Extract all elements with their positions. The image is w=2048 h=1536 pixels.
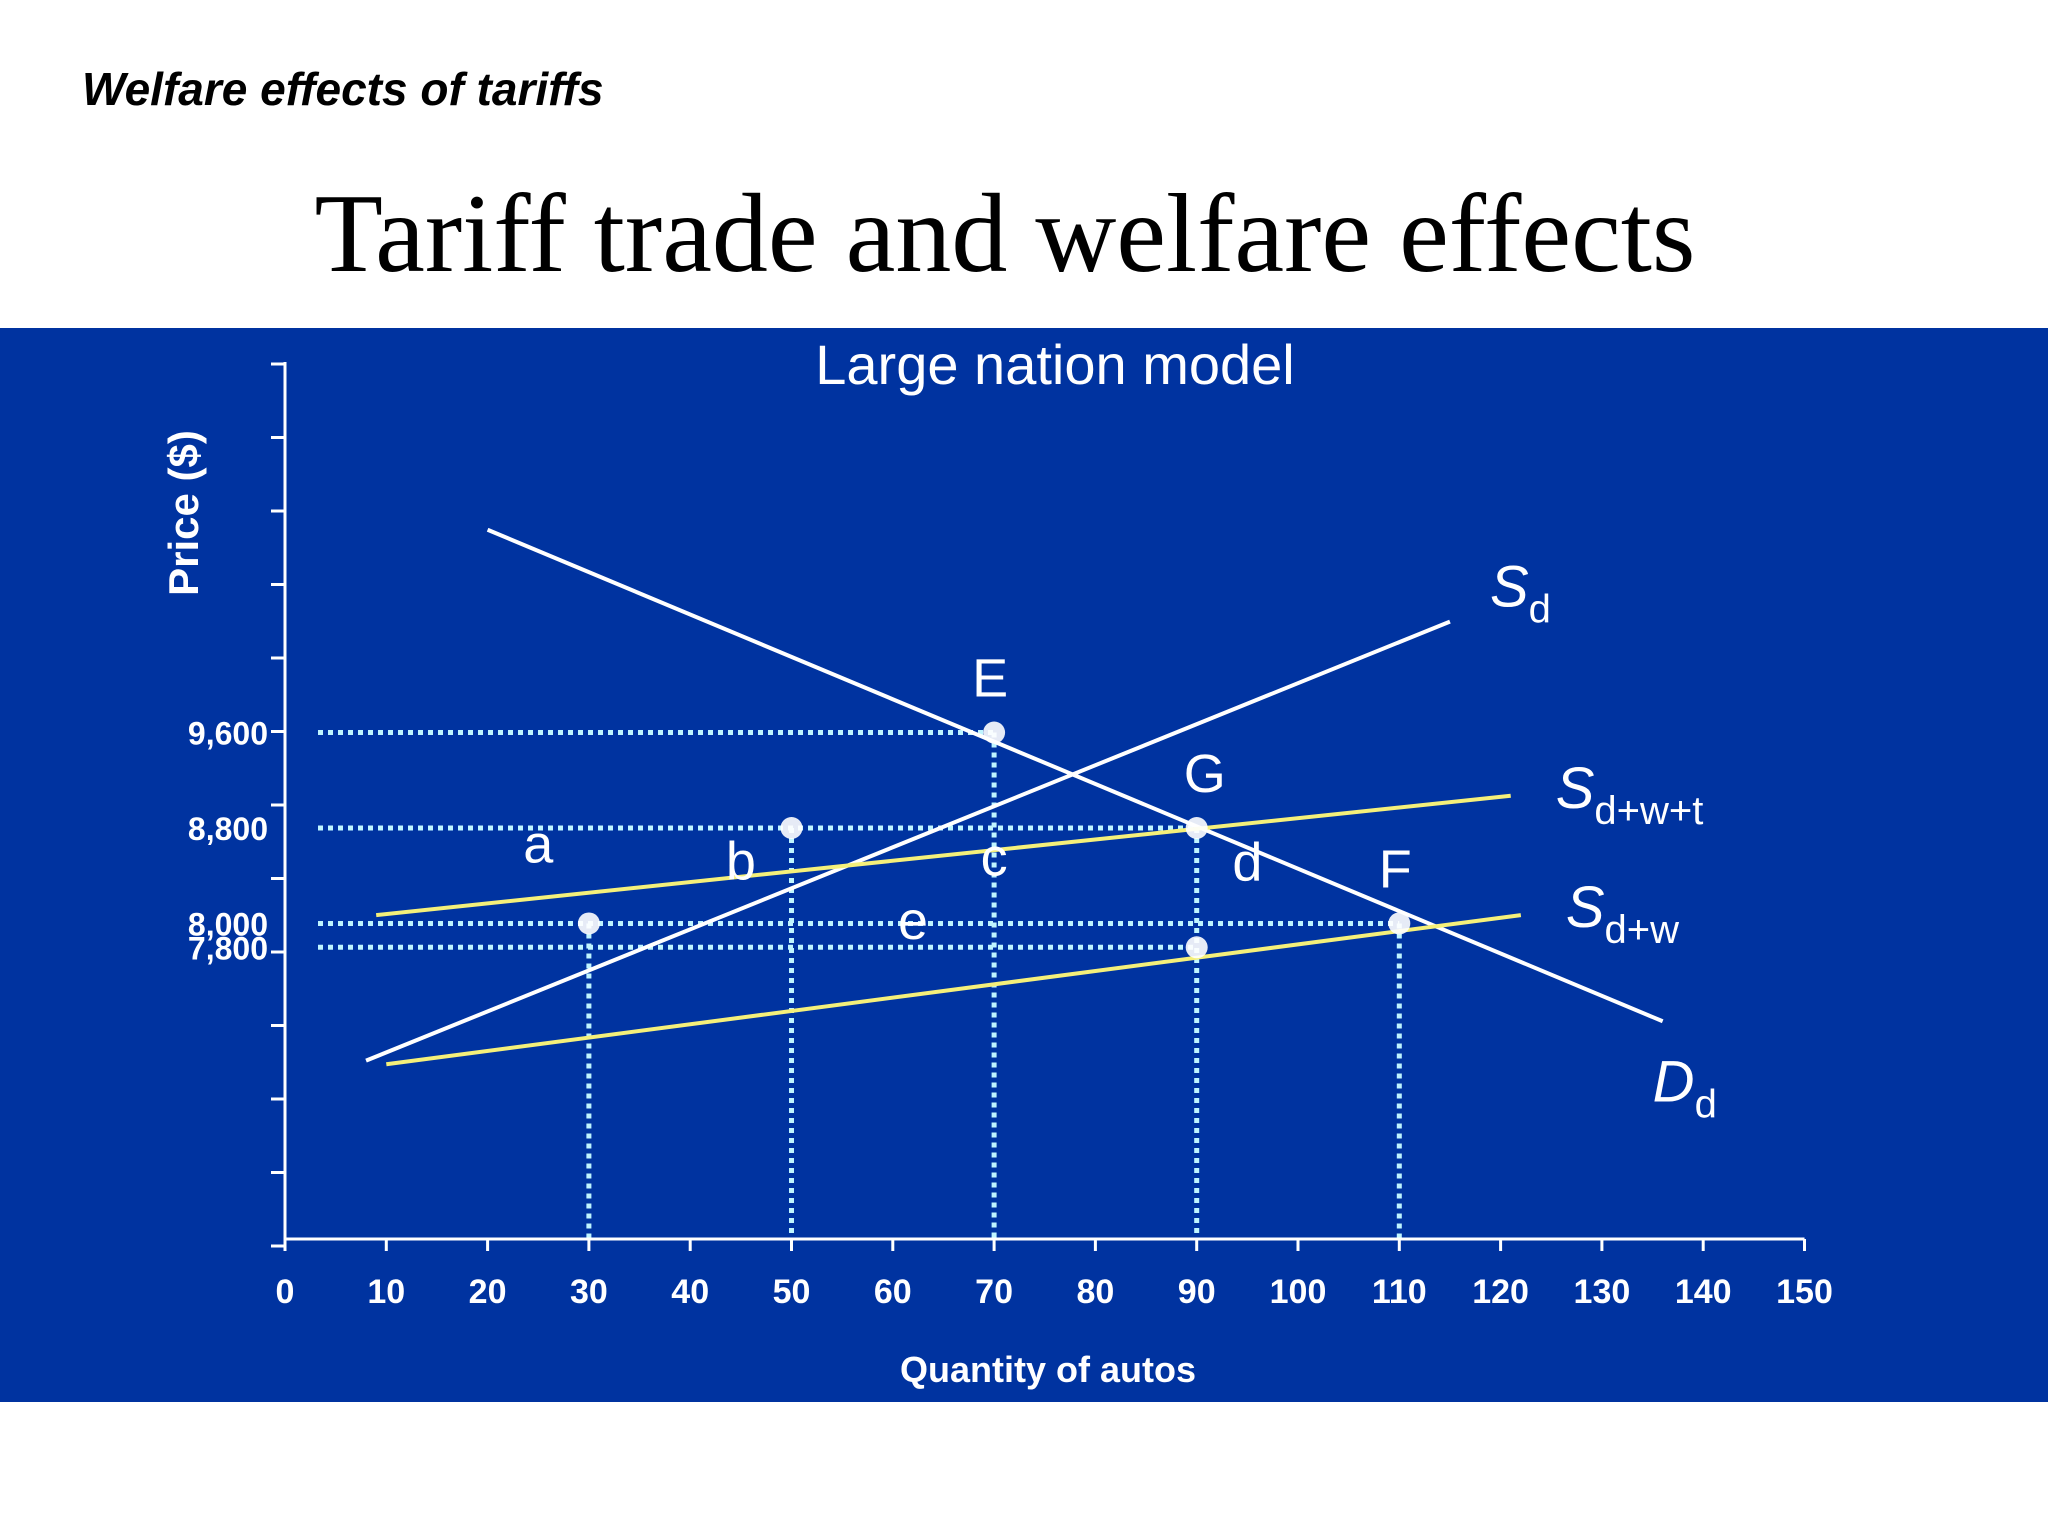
x-tick-label: 0 [276, 1273, 295, 1311]
y-tick-label: 8,800 [188, 811, 268, 847]
x-tick-label: 140 [1675, 1273, 1732, 1311]
slide-title: Tariff trade and welfare effects [314, 172, 1696, 296]
x-tick-label: 90 [1178, 1273, 1216, 1311]
equilibrium-point [780, 817, 803, 839]
x-tick-label: 40 [671, 1273, 709, 1311]
equilibrium-point [1388, 912, 1411, 935]
point-label: E [972, 649, 1008, 709]
y-tick-label: 8,000 [188, 906, 268, 942]
point-label: G [1184, 744, 1226, 804]
chart-title: Large nation model [815, 333, 1294, 396]
area-label: d [1232, 832, 1262, 892]
area-label: c [981, 828, 1008, 888]
area-label: a [523, 815, 554, 875]
x-tick-label: 100 [1270, 1273, 1327, 1311]
y-axis-label: Price ($) [160, 430, 207, 596]
equilibrium-point [1185, 936, 1208, 959]
x-tick-label: 80 [1076, 1273, 1114, 1311]
x-tick-label: 150 [1776, 1273, 1833, 1311]
chart-background [0, 328, 2048, 1402]
x-tick-label: 10 [367, 1273, 405, 1311]
x-tick-label: 120 [1472, 1273, 1529, 1311]
chart-panel: 0 10 20 30 40 50 60 70 80 90 100 110 120 130 140 150 9,6… [0, 328, 2048, 1402]
x-tick-label: 70 [975, 1273, 1013, 1311]
x-tick-label: 130 [1574, 1273, 1631, 1311]
slide-subtitle: Welfare effects of tariffs [82, 63, 604, 115]
area-label: e [898, 891, 928, 951]
x-tick-label: 60 [874, 1273, 912, 1311]
series-label: Sd [1490, 555, 1551, 632]
series-line-supply-with-tariff [375, 793, 1511, 918]
series-line-domestic-supply [365, 619, 1451, 1063]
series-line-free-trade-supply [386, 913, 1522, 1067]
point-label: F [1379, 839, 1412, 899]
equilibrium-point [983, 721, 1006, 744]
y-tick-label: 9,600 [188, 716, 268, 752]
y-tick-label: 7,800 [188, 930, 268, 966]
x-axis-label: Quantity of autos [900, 1349, 1196, 1390]
x-tick-label: 20 [469, 1273, 507, 1311]
equilibrium-point [1185, 817, 1208, 839]
x-tick-label: 50 [773, 1273, 811, 1311]
area-label: b [726, 831, 756, 891]
x-tick-label: 110 [1372, 1273, 1427, 1311]
tariff-chart: 0 10 20 30 40 50 60 70 80 90 100 110 120 130 140 150 9,6… [0, 328, 2048, 1402]
x-tick-label: 30 [570, 1273, 608, 1311]
equilibrium-point [577, 912, 600, 935]
